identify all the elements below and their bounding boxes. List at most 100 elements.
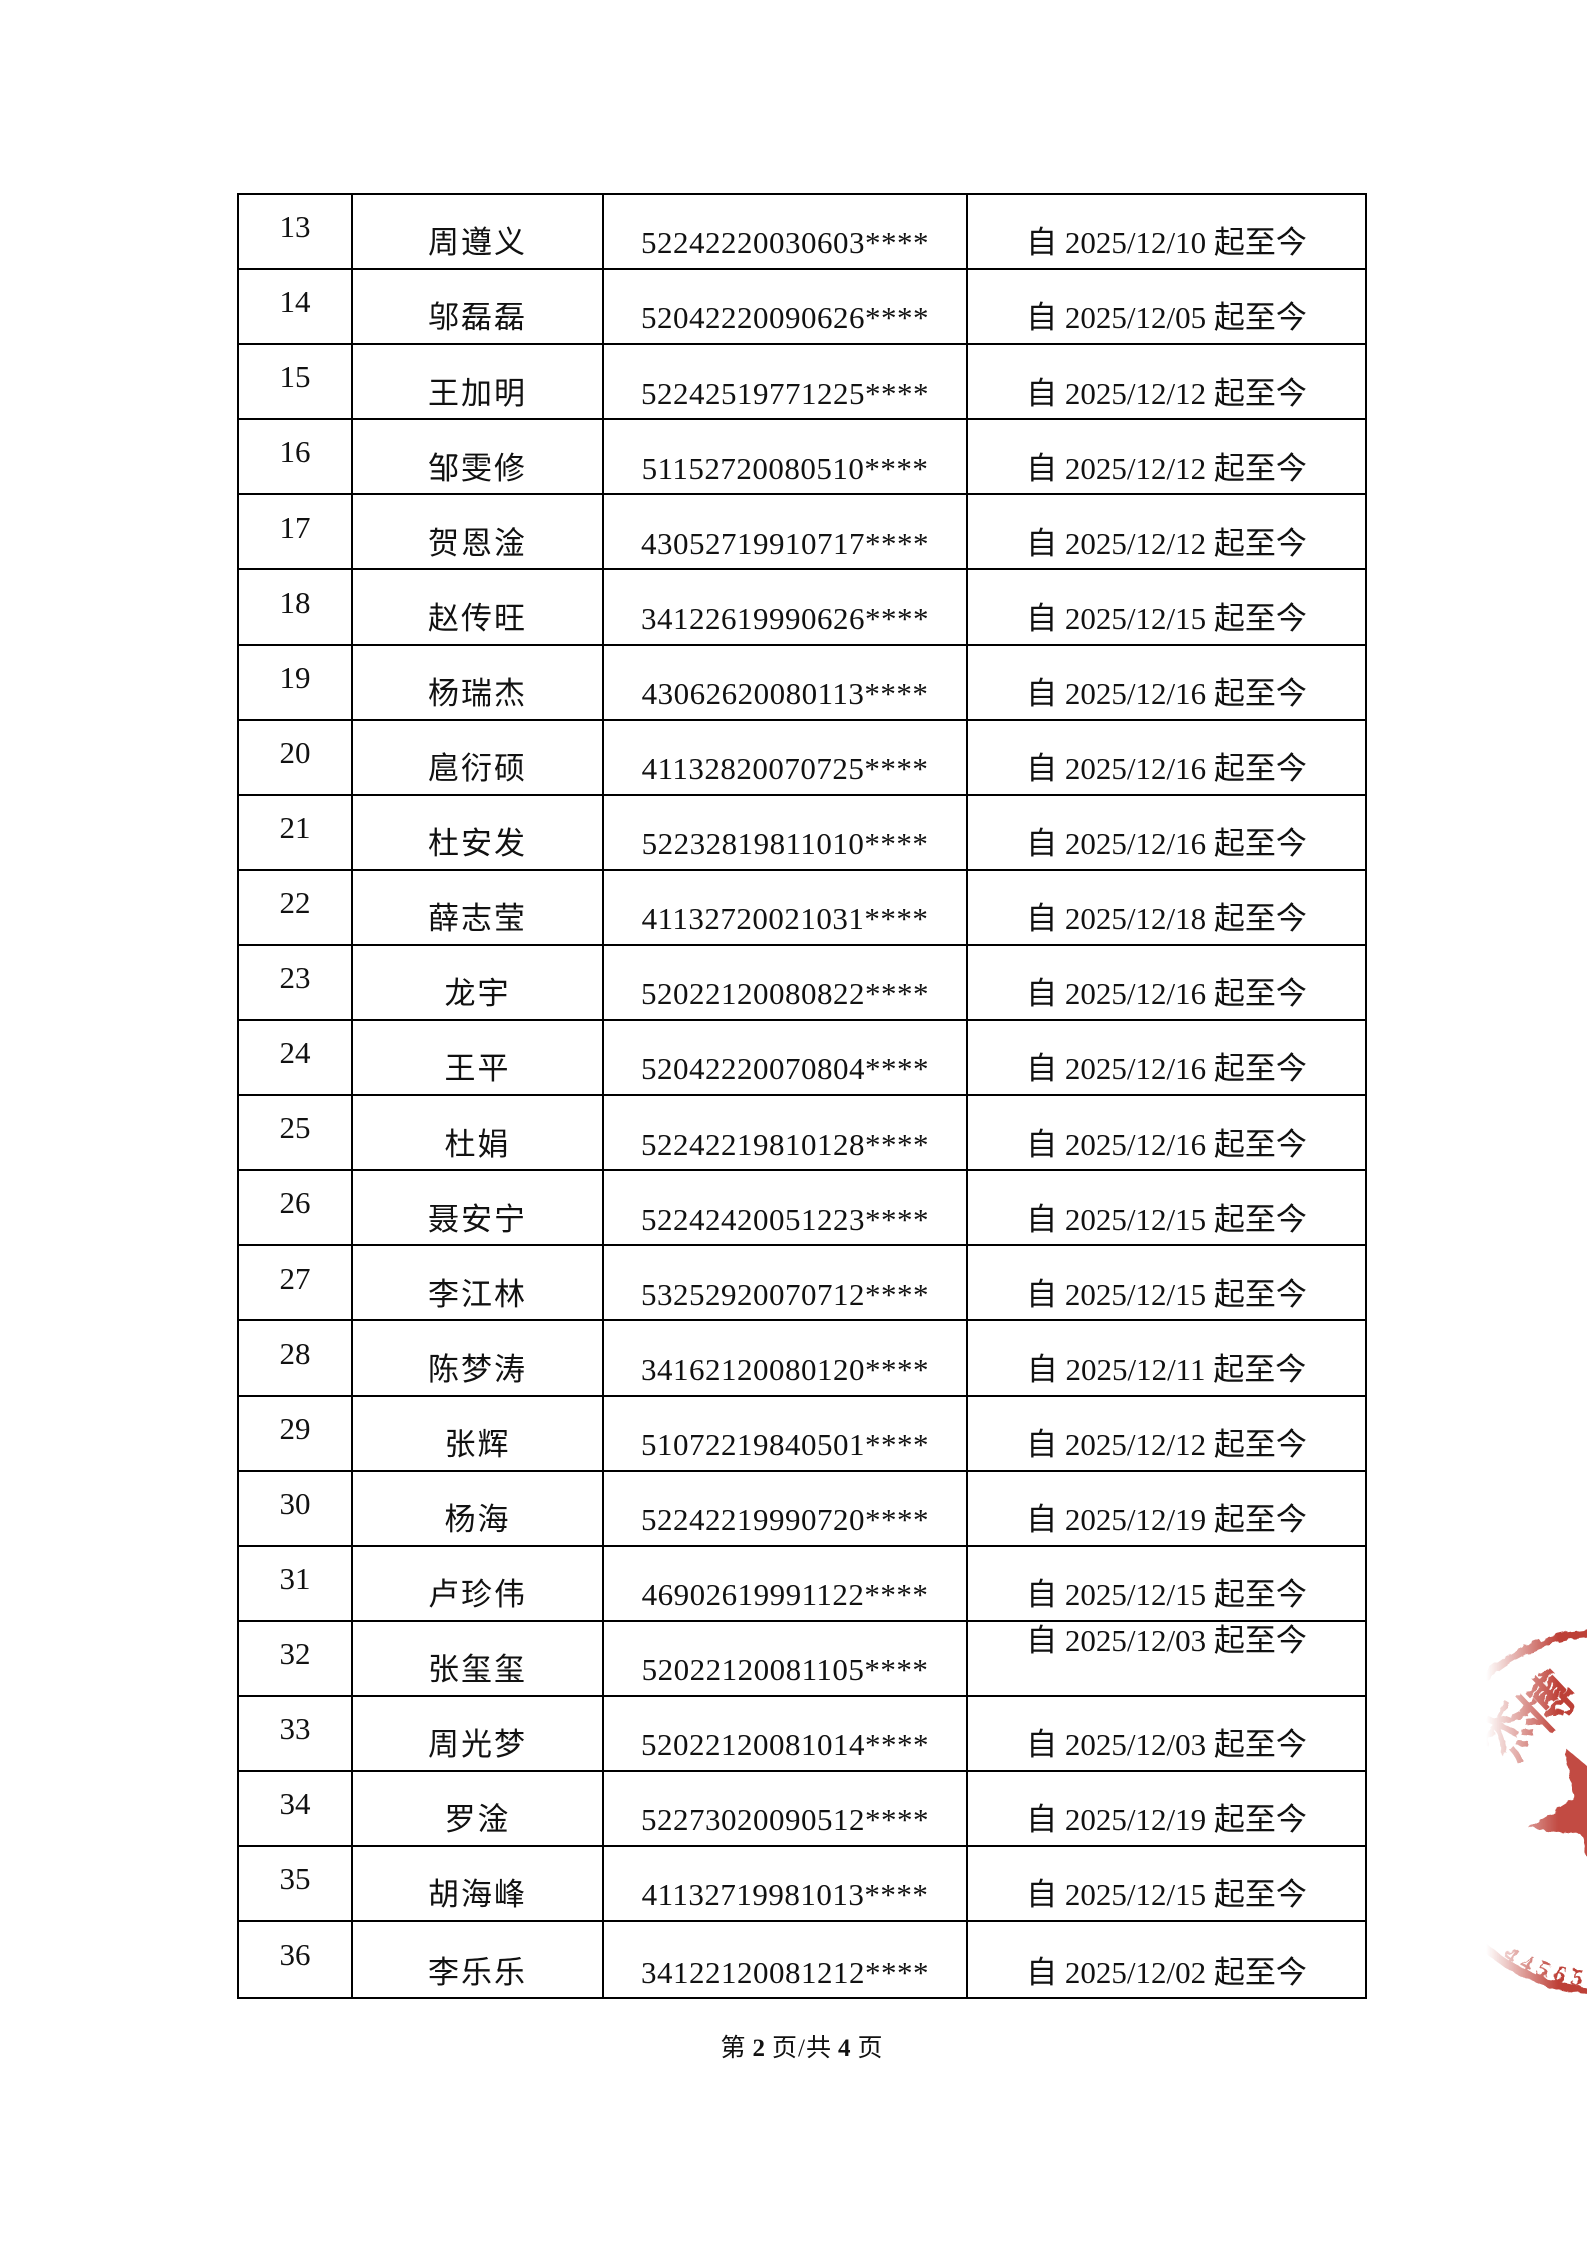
row-number: 16: [279, 434, 311, 470]
id-number: 52242219810128****: [641, 1126, 929, 1162]
person-name: 贺恩淦: [428, 525, 527, 561]
period-cell: 自 2025/12/15 起至今: [968, 1246, 1365, 1322]
person-name: 杜娟: [444, 1126, 511, 1162]
person-name: 卢珍伟: [428, 1577, 527, 1613]
row-number: 25: [279, 1110, 311, 1146]
period-text: 自 2025/12/11 起至今: [1026, 1351, 1307, 1387]
total-page-number: 4: [837, 2035, 852, 2062]
row-number-cell: 14: [239, 270, 353, 346]
period-cell: 自 2025/12/10 起至今: [968, 195, 1365, 271]
period-cell: 自 2025/12/16 起至今: [968, 796, 1365, 871]
footer-prefix: 第: [720, 2035, 747, 2062]
period-text: 自 2025/12/16 起至今: [1026, 1051, 1307, 1087]
row-number-cell: 21: [239, 795, 353, 871]
id-number-cell: 52242420051223****: [604, 1171, 968, 1247]
person-name: 扈衍硕: [428, 751, 527, 787]
id-number: 52242219990720****: [641, 1501, 929, 1537]
person-name: 赵传旺: [428, 600, 527, 636]
row-number: 35: [279, 1861, 311, 1897]
id-number: 52242420051223****: [641, 1201, 929, 1237]
period-text: 自 2025/12/03 起至今: [1026, 1727, 1307, 1763]
row-number-cell: 25: [239, 1096, 353, 1172]
id-number-cell: 52242220030603****: [604, 195, 968, 271]
seal-char: 博: [1508, 1663, 1587, 1744]
period-cell: 自 2025/12/03 起至今: [968, 1622, 1365, 1697]
row-number-cell: 33: [239, 1696, 353, 1772]
id-number-cell: 52042220070804****: [604, 1021, 968, 1097]
person-name: 陈梦涛: [428, 1351, 527, 1387]
row-number-cell: 23: [239, 945, 353, 1022]
period-cell: 自 2025/12/03 起至今: [968, 1697, 1365, 1772]
person-name: 邹雯修: [428, 450, 527, 486]
name-cell: 杨海: [353, 1471, 604, 1547]
id-number: 52042220070804****: [641, 1051, 929, 1087]
id-number-cell: 52042220090626****: [604, 270, 968, 346]
id-number: 53252920070712****: [641, 1276, 929, 1312]
row-number-cell: 20: [239, 720, 353, 796]
row-number-cell: 13: [239, 195, 353, 271]
person-name: 杨海: [444, 1501, 511, 1537]
id-number: 34162120080120****: [641, 1351, 929, 1387]
person-name: 罗淦: [444, 1802, 511, 1838]
id-number-cell: 52242519771225****: [604, 345, 968, 421]
period-text: 自 2025/12/16 起至今: [1026, 1126, 1307, 1162]
seal-digit: 4: [1499, 1942, 1524, 1970]
person-name: 杜安发: [428, 826, 527, 862]
period-text: 自 2025/12/12 起至今: [1026, 375, 1307, 411]
period-text: 自 2025/12/12 起至今: [1026, 1426, 1307, 1462]
row-number: 34: [279, 1786, 311, 1822]
id-number: 43052719910717****: [641, 525, 929, 561]
name-cell: 李乐乐: [353, 1922, 604, 1998]
row-number-cell: 15: [239, 345, 353, 421]
name-cell: 张辉: [353, 1396, 604, 1472]
person-name: 李江林: [428, 1276, 527, 1312]
row-number: 21: [279, 809, 311, 845]
footer-mid: 页/共: [772, 2035, 832, 2062]
name-cell: 杜娟: [353, 1096, 604, 1172]
id-number-cell: 53252920070712****: [604, 1246, 968, 1322]
period-cell: 自 2025/12/12 起至今: [968, 1397, 1365, 1472]
id-number-cell: 51072219840501****: [604, 1396, 968, 1472]
row-number: 30: [279, 1485, 311, 1521]
person-name: 邬磊磊: [428, 300, 527, 336]
period-text: 自 2025/12/10 起至今: [1026, 225, 1307, 261]
roster-table: 13 周遵义 52242220030603**** 自 2025/12/10 起…: [237, 193, 1367, 2000]
row-number-cell: 26: [239, 1171, 353, 1247]
person-name: 周光梦: [428, 1727, 527, 1763]
name-cell: 扈衍硕: [353, 720, 604, 796]
row-number-cell: 31: [239, 1546, 353, 1622]
period-cell: 自 2025/12/15 起至今: [968, 1547, 1365, 1622]
seal-char: 杰: [1472, 1693, 1550, 1769]
name-cell: 邹雯修: [353, 420, 604, 496]
period-text: 自 2025/12/15 起至今: [1026, 1201, 1307, 1237]
period-text: 自 2025/12/16 起至今: [1026, 751, 1307, 787]
row-number: 13: [279, 209, 311, 245]
seal-star-icon: [1528, 1747, 1587, 1858]
name-cell: 薛志莹: [353, 870, 604, 946]
period-cell: 自 2025/12/05 起至今: [968, 270, 1365, 346]
person-name: 王平: [444, 1051, 511, 1087]
row-number-cell: 36: [239, 1922, 353, 1998]
row-number: 29: [279, 1410, 311, 1446]
id-number-cell: 34122120081212****: [604, 1922, 968, 1998]
page-footer: 第 2 页/共 4 页: [237, 2028, 1367, 2064]
row-number-cell: 27: [239, 1246, 353, 1322]
name-cell: 杨瑞杰: [353, 645, 604, 721]
person-name: 王加明: [428, 375, 527, 411]
period-cell: 自 2025/12/19 起至今: [968, 1772, 1365, 1848]
id-number-cell: 41132720021031****: [604, 870, 968, 946]
seal-ring: [1419, 1629, 1587, 1995]
person-name: 薛志莹: [428, 901, 527, 937]
id-number: 52022120081014****: [641, 1727, 929, 1763]
period-text: 自 2025/12/15 起至今: [1026, 600, 1307, 636]
id-number: 41132720021031****: [641, 901, 929, 937]
period-cell: 自 2025/12/18 起至今: [968, 871, 1365, 946]
row-number: 36: [279, 1937, 311, 1973]
person-name: 龙宇: [444, 976, 511, 1012]
period-text: 自 2025/12/12 起至今: [1026, 450, 1307, 486]
id-number-cell: 34122619990626****: [604, 570, 968, 646]
row-number: 23: [279, 960, 311, 996]
id-number-cell: 43052719910717****: [604, 495, 968, 571]
current-page-number: 2: [752, 2035, 767, 2062]
